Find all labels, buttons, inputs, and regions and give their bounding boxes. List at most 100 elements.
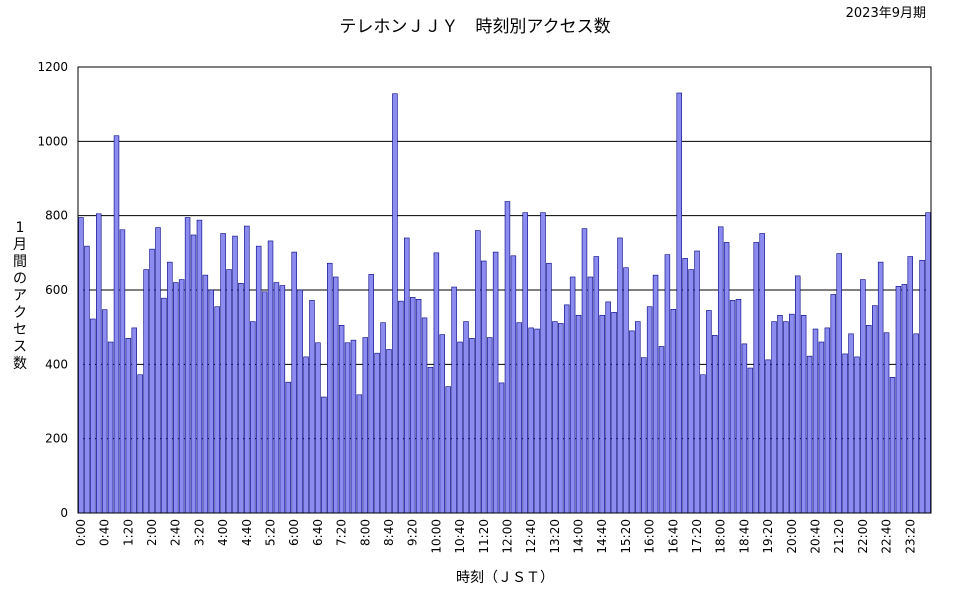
x-tick-label: 2:40 xyxy=(169,519,183,546)
y-tick-label: 800 xyxy=(45,209,68,223)
x-tick-label: 20:40 xyxy=(809,519,823,554)
x-tick-label: 7:20 xyxy=(335,519,349,546)
bar xyxy=(196,219,203,514)
x-tick-label: 9:20 xyxy=(406,519,420,546)
x-tick-label: 5:20 xyxy=(264,519,278,546)
bar xyxy=(640,357,647,514)
x-tick-label: 19:20 xyxy=(761,519,775,554)
bar xyxy=(694,250,700,514)
bar xyxy=(220,233,226,514)
bar xyxy=(747,367,754,514)
bar xyxy=(528,327,534,514)
bar xyxy=(623,267,629,514)
x-tick-label: 16:00 xyxy=(643,519,657,554)
x-tick-label: 18:00 xyxy=(714,519,728,554)
bar xyxy=(848,333,854,514)
bar xyxy=(321,396,327,514)
bar xyxy=(131,327,138,514)
bar xyxy=(789,313,795,514)
bar xyxy=(202,274,209,514)
y-axis-label-char: ク xyxy=(13,305,27,321)
bar xyxy=(777,314,783,514)
y-axis-label-char: 数 xyxy=(13,356,27,372)
bar xyxy=(818,341,825,514)
bar xyxy=(794,275,801,514)
bar xyxy=(101,309,108,514)
bar xyxy=(563,304,570,514)
x-tick-label: 8:00 xyxy=(358,519,372,546)
bar xyxy=(646,306,653,514)
x-tick-label: 10:00 xyxy=(429,519,443,554)
bar xyxy=(486,337,493,514)
bar xyxy=(214,306,220,514)
x-tick-label: 20:00 xyxy=(785,519,799,554)
x-tick-label: 22:00 xyxy=(856,519,870,554)
bar xyxy=(368,274,374,514)
bar xyxy=(143,269,149,514)
bar xyxy=(137,374,143,514)
bar xyxy=(717,226,724,514)
bar xyxy=(208,289,215,514)
bar xyxy=(96,213,102,514)
bar xyxy=(575,314,582,514)
bar xyxy=(184,217,191,514)
bar xyxy=(386,349,392,514)
bar xyxy=(78,217,84,514)
x-tick-label: 14:00 xyxy=(572,519,586,554)
plot-frame xyxy=(77,66,932,514)
bar xyxy=(682,258,688,514)
bar xyxy=(404,237,410,514)
bar xyxy=(919,259,925,514)
bar xyxy=(824,327,831,514)
bar xyxy=(907,256,914,514)
bar xyxy=(895,285,902,514)
bar xyxy=(398,300,404,514)
y-axis-label-char: 月 xyxy=(13,237,27,253)
bar xyxy=(309,300,315,514)
bar xyxy=(427,367,434,514)
gridlines xyxy=(78,140,931,440)
x-tick-label: 10:40 xyxy=(453,519,467,554)
bar xyxy=(244,225,250,514)
period-label: 2023年9月期 xyxy=(846,6,926,21)
y-tick-label: 400 xyxy=(45,357,68,371)
x-tick-label: 15:20 xyxy=(619,519,633,554)
bar xyxy=(119,229,126,514)
bar xyxy=(516,322,523,514)
bar xyxy=(676,92,682,514)
bar xyxy=(901,284,908,514)
bar xyxy=(605,301,611,514)
bar xyxy=(866,325,872,514)
x-tick-label: 0:40 xyxy=(98,519,112,546)
bar xyxy=(670,309,677,514)
bar xyxy=(860,279,866,514)
bar xyxy=(552,321,558,514)
bar xyxy=(362,337,369,514)
bar xyxy=(759,233,765,514)
bar xyxy=(409,297,416,514)
bar xyxy=(652,274,659,514)
bar xyxy=(581,228,588,514)
bar xyxy=(338,325,345,514)
bar xyxy=(658,346,665,514)
bar xyxy=(558,323,564,514)
y-tick-label: 200 xyxy=(45,432,68,446)
bar xyxy=(729,300,736,514)
bar xyxy=(569,276,576,514)
bar xyxy=(226,269,232,514)
x-tick-label: 1:20 xyxy=(121,519,135,546)
x-tick-label: 14:40 xyxy=(595,519,609,554)
x-tick-label: 3:20 xyxy=(192,519,206,546)
bar xyxy=(599,314,605,514)
bar xyxy=(451,286,457,514)
bar xyxy=(889,377,896,514)
bar xyxy=(830,294,836,514)
bar xyxy=(635,321,641,514)
bar xyxy=(741,343,748,514)
bar xyxy=(273,282,280,514)
bar xyxy=(297,289,303,514)
bar xyxy=(232,235,238,514)
bar xyxy=(315,342,321,514)
y-tick-label: 600 xyxy=(45,283,68,297)
y-tick-label: 0 xyxy=(60,506,68,520)
